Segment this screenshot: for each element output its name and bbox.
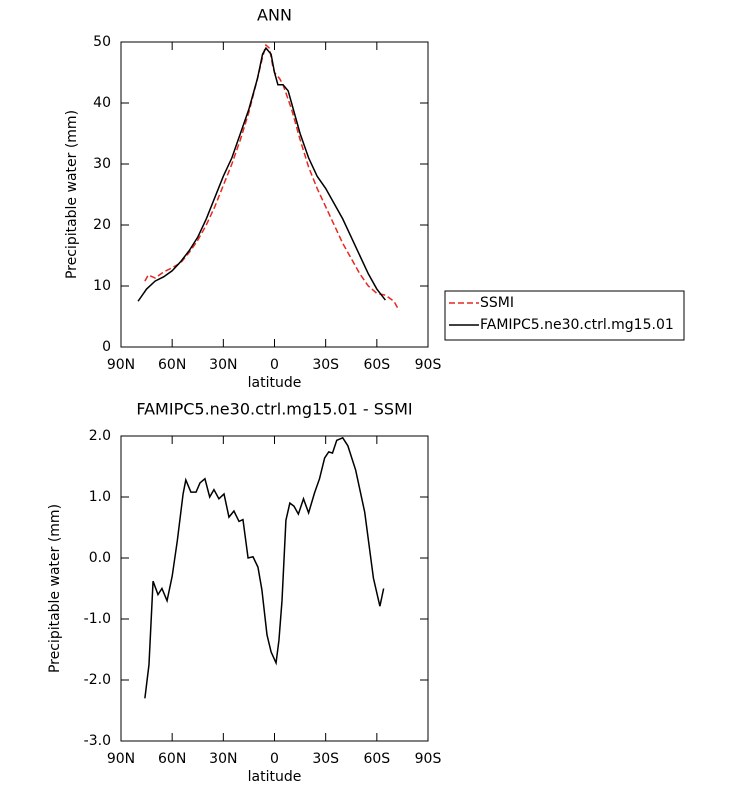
data-line: [144, 43, 400, 311]
x-tick-label: 0: [270, 751, 279, 767]
y-axis-label: Precipitable water (mm): [47, 504, 63, 673]
x-tick-label: 60S: [363, 357, 390, 373]
data-line: [137, 46, 386, 302]
y-tick-label: 50: [93, 34, 111, 50]
x-tick-label: 0: [270, 357, 279, 373]
x-tick-label: 30S: [312, 751, 339, 767]
x-tick-label: 60N: [158, 357, 186, 373]
legend-label: FAMIPC5.ne30.ctrl.mg15.01: [480, 317, 674, 333]
legend-box: [444, 290, 685, 341]
x-tick-label: 30N: [209, 357, 237, 373]
y-tick-label: 20: [93, 217, 111, 233]
y-tick-label: -1.0: [84, 611, 111, 627]
y-tick-label: 10: [93, 278, 111, 294]
chart-title: ANN: [257, 6, 292, 25]
y-tick-label: 0: [102, 339, 111, 355]
x-tick-label: 90S: [415, 751, 442, 767]
y-tick-label: 0.0: [89, 550, 111, 566]
plot-frame: [120, 435, 429, 742]
x-tick-label: 30S: [312, 357, 339, 373]
x-tick-label: 30N: [209, 751, 237, 767]
y-axis-label: Precipitable water (mm): [64, 110, 80, 279]
x-axis-label: latitude: [248, 769, 302, 785]
chart-title: FAMIPC5.ne30.ctrl.mg15.01 - SSMI: [136, 400, 412, 419]
y-tick-label: -2.0: [84, 672, 111, 688]
y-tick-label: 1.0: [89, 489, 111, 505]
x-tick-label: 90S: [415, 357, 442, 373]
x-tick-label: 60S: [363, 751, 390, 767]
y-tick-label: 40: [93, 95, 111, 111]
y-tick-label: 30: [93, 156, 111, 172]
y-tick-label: -3.0: [84, 733, 111, 749]
x-axis-label: latitude: [248, 375, 302, 391]
x-tick-label: 90N: [107, 357, 135, 373]
y-tick-label: 2.0: [89, 428, 111, 444]
x-tick-label: 90N: [107, 751, 135, 767]
legend-label: SSMI: [480, 295, 514, 311]
x-tick-label: 60N: [158, 751, 186, 767]
plot-frame: [120, 41, 429, 348]
data-line: [144, 436, 385, 699]
